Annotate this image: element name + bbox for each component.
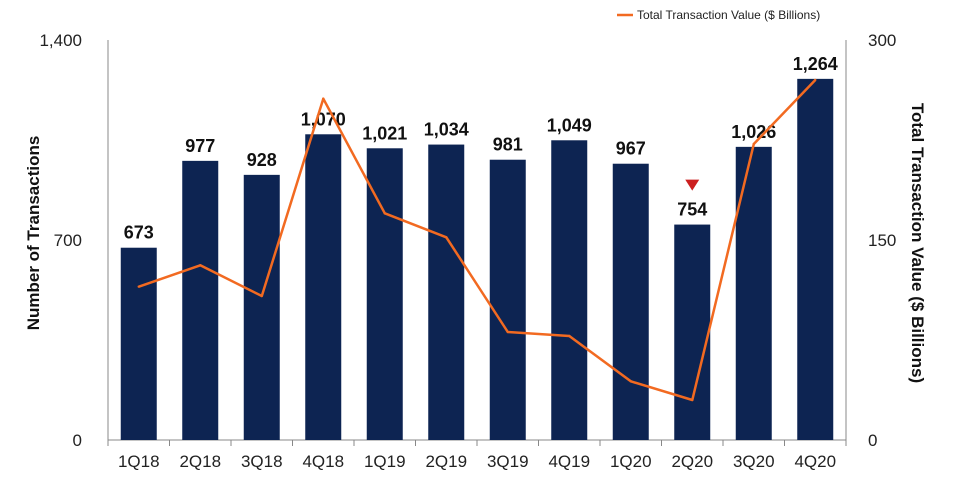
y-left-tick-label: 700 xyxy=(54,231,82,250)
annotations xyxy=(685,179,700,191)
y-right-tick-label: 150 xyxy=(868,231,896,250)
bar-data-labels: 673 977 928 1,070 1,021 1,034 981 1,049 967 754 1,… xyxy=(124,54,838,243)
bar-2Q19 xyxy=(428,144,465,441)
line-point-4Q19 xyxy=(568,334,571,338)
line-point-2Q18 xyxy=(199,264,202,267)
y-left-tick-label: 0 xyxy=(73,431,82,450)
bar-3Q20 xyxy=(735,146,772,440)
line-point-3Q19 xyxy=(506,330,509,334)
y-right-tick-label: 0 xyxy=(868,431,877,450)
bar-value-label: 673 xyxy=(124,223,154,243)
x-tick-label: 4Q19 xyxy=(548,452,590,471)
x-tick-label: 3Q19 xyxy=(487,452,529,471)
line-point-1Q20 xyxy=(629,380,632,383)
x-tick-label: 3Q20 xyxy=(733,452,775,471)
bar-4Q19 xyxy=(551,140,588,441)
bar-value-label: 1,070 xyxy=(301,109,346,129)
bar-value-label: 1,021 xyxy=(362,123,407,143)
legend-label: Total Transaction Value ($ Billions) xyxy=(637,8,820,22)
axes xyxy=(107,40,847,446)
y-left-tick-label: 1,400 xyxy=(39,31,82,50)
line-series xyxy=(137,78,817,402)
line-point-3Q20 xyxy=(752,142,755,146)
x-tick-label: 3Q18 xyxy=(241,452,283,471)
line-point-4Q20 xyxy=(814,78,817,82)
bar-1Q20 xyxy=(612,163,649,440)
bar-value-label: 1,049 xyxy=(547,115,592,135)
bar-value-label: 1,026 xyxy=(731,122,776,142)
bar-3Q19 xyxy=(489,159,526,440)
line-point-2Q20 xyxy=(691,398,694,402)
x-tick-label: 4Q18 xyxy=(302,452,344,471)
tick-labels: 1Q18 2Q18 3Q18 4Q18 1Q19 2Q19 3Q19 4Q19 1Q20 2Q20… xyxy=(39,31,896,471)
bar-2Q18 xyxy=(182,160,219,440)
line-point-1Q19 xyxy=(383,212,386,215)
y-axis-right-title: Total Transaction Value ($ Billions) xyxy=(908,103,927,383)
x-tick-label: 2Q20 xyxy=(671,452,713,471)
bar-value-label: 1,034 xyxy=(424,120,469,140)
y-axis-left-title: Number of Transactions xyxy=(24,136,43,331)
bar-1Q19 xyxy=(366,148,403,441)
line-point-4Q18 xyxy=(322,97,325,100)
bar-4Q20 xyxy=(797,78,834,440)
legend: Total Transaction Value ($ Billions) xyxy=(617,8,820,22)
bar-value-label: 928 xyxy=(247,150,277,170)
line-point-3Q18 xyxy=(260,294,263,298)
bar-value-label: 1,264 xyxy=(793,54,838,74)
down-triangle-marker xyxy=(685,179,700,191)
x-tick-label: 1Q19 xyxy=(364,452,406,471)
bar-1Q18 xyxy=(120,247,157,440)
bar-value-label: 981 xyxy=(493,135,523,155)
bar-value-label: 967 xyxy=(616,139,646,159)
bar-value-label: 754 xyxy=(677,200,707,220)
x-tick-label: 1Q20 xyxy=(610,452,652,471)
bar-2Q20 xyxy=(674,224,711,440)
x-tick-label: 2Q18 xyxy=(179,452,221,471)
line-point-2Q19 xyxy=(445,236,448,239)
line-point-1Q18 xyxy=(137,285,140,288)
bar-4Q18 xyxy=(305,134,342,441)
y-right-tick-label: 300 xyxy=(868,31,896,50)
bar-3Q18 xyxy=(243,174,280,440)
x-tick-label: 2Q19 xyxy=(425,452,467,471)
bar-value-label: 977 xyxy=(185,136,215,156)
value-line xyxy=(138,79,817,402)
bar-series xyxy=(120,78,834,441)
x-tick-label: 1Q18 xyxy=(118,452,160,471)
x-tick-label: 4Q20 xyxy=(794,452,836,471)
